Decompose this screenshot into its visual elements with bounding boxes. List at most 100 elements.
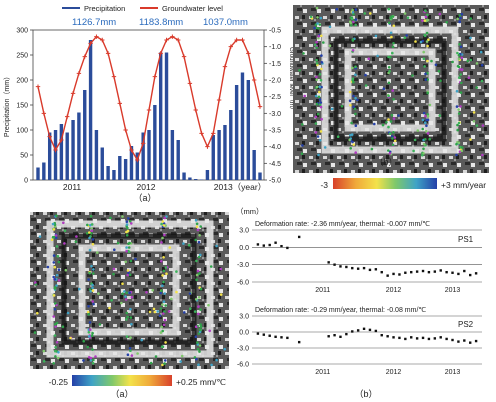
precip-bar xyxy=(223,125,227,180)
ps-point xyxy=(56,356,60,360)
ps-point xyxy=(179,360,182,363)
ps-point xyxy=(156,310,160,313)
ps-point xyxy=(422,152,425,155)
ps-point xyxy=(195,357,198,361)
ps-point xyxy=(381,123,385,127)
ps-point xyxy=(52,294,56,297)
ps-point xyxy=(390,35,393,39)
groundwater-point xyxy=(170,34,175,39)
ps-point xyxy=(164,304,167,307)
ps-point xyxy=(315,85,319,89)
deformation-point xyxy=(368,328,372,332)
deformation-point xyxy=(262,333,265,336)
deformation-point xyxy=(439,269,442,272)
ps-point xyxy=(223,347,226,351)
groundwater-point xyxy=(140,141,146,146)
ps-point xyxy=(426,115,430,118)
ps-point xyxy=(64,268,68,272)
ps-point xyxy=(387,118,390,121)
x-tick-label: 2013 xyxy=(445,287,461,294)
deformation-point xyxy=(374,268,378,271)
y-tick-label: 3.0 xyxy=(239,314,249,321)
ps-point xyxy=(387,66,391,69)
ps-point xyxy=(354,18,358,21)
ps-point xyxy=(455,142,458,146)
ps-point xyxy=(424,78,428,81)
ps-point xyxy=(356,98,359,102)
ps-point xyxy=(197,332,201,335)
ps-point xyxy=(309,15,313,19)
deformation-point xyxy=(297,235,301,239)
ps-point xyxy=(153,310,157,314)
ps-point xyxy=(392,24,396,28)
ps-point xyxy=(426,13,429,17)
y-right-tick-label: -1.5 xyxy=(269,61,281,68)
ps-point xyxy=(354,23,358,27)
groundwater-point xyxy=(205,144,210,149)
ps-point xyxy=(194,325,198,329)
ps-point xyxy=(167,310,171,313)
precip-bar xyxy=(42,162,46,180)
deformation-point xyxy=(433,337,437,340)
y-tick-label: 0.0 xyxy=(239,245,249,252)
ps-point xyxy=(91,331,94,335)
ps1-points xyxy=(256,235,478,277)
ps-point xyxy=(125,311,129,315)
ps-point xyxy=(91,348,94,351)
ps-point xyxy=(354,8,358,11)
ps-points-top xyxy=(298,6,485,157)
ps-point xyxy=(121,215,124,218)
ps-point xyxy=(335,7,339,11)
precip-bar xyxy=(164,52,169,180)
ps-point xyxy=(317,95,321,99)
ps-point xyxy=(391,137,394,140)
ps-point xyxy=(367,57,371,60)
ps-point xyxy=(113,248,116,251)
ps-point xyxy=(75,235,78,238)
ps-point xyxy=(91,283,94,287)
ps-point xyxy=(317,27,320,30)
ps-point xyxy=(414,40,417,43)
ps-point xyxy=(89,214,93,218)
ps-point xyxy=(457,108,460,111)
ps-point xyxy=(160,325,163,329)
ps-point xyxy=(162,323,166,327)
groundwater-point xyxy=(234,37,239,43)
ps-point xyxy=(175,290,178,294)
ps-point xyxy=(127,250,131,254)
ps-point xyxy=(354,73,357,77)
ps-point xyxy=(193,310,197,313)
ps-point xyxy=(318,73,322,76)
ps-point xyxy=(421,127,425,131)
ps-point xyxy=(124,298,128,301)
y-right-tick-label: -4.5 xyxy=(269,161,281,168)
ps-point xyxy=(426,44,429,48)
y-right-tick-label: -4.0 xyxy=(269,144,281,151)
ps-point xyxy=(194,219,198,222)
ps-point xyxy=(161,303,164,306)
ps-point xyxy=(393,136,397,139)
precip-bar xyxy=(88,40,93,180)
y-axis-right-label: Groundwater level（m） xyxy=(288,47,295,113)
ps-point xyxy=(422,50,426,54)
ps-point xyxy=(125,335,129,338)
ps-point xyxy=(198,272,201,275)
ps-point xyxy=(389,120,393,123)
ps-point xyxy=(390,113,394,117)
ps-point xyxy=(389,31,393,35)
precip-bar xyxy=(205,170,210,180)
annual-total-2013: 1037.0mm xyxy=(203,17,248,28)
panel-label-bottom-b: （b） xyxy=(354,389,377,399)
deformation-point xyxy=(386,274,389,277)
ps-point xyxy=(136,352,139,355)
ps-point xyxy=(318,139,322,142)
ps-point xyxy=(210,363,213,367)
ps-point xyxy=(161,329,164,333)
ps-point xyxy=(456,123,459,127)
ps-point xyxy=(445,21,449,24)
ps-point xyxy=(88,248,92,252)
ps-point xyxy=(130,222,133,225)
ps-point xyxy=(110,299,113,302)
annual-total-2011: 1126.7mm xyxy=(72,17,116,28)
ps-point xyxy=(320,67,323,71)
